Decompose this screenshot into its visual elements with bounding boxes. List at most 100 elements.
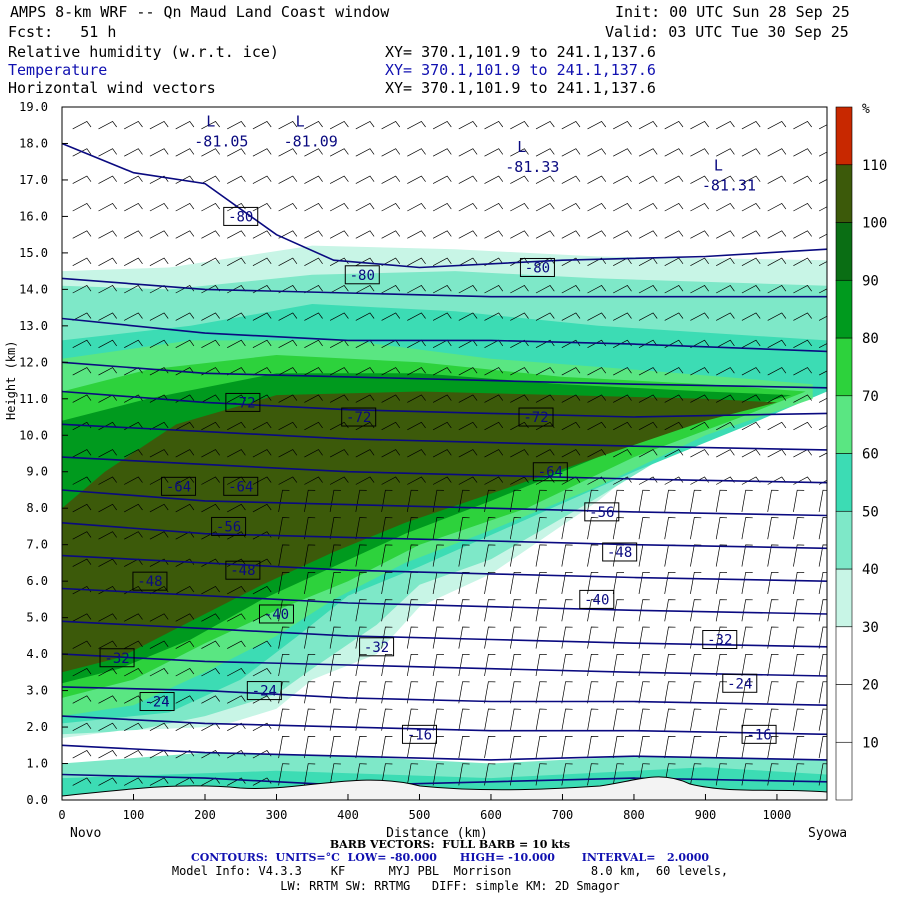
- wind-barb-415: [484, 367, 504, 376]
- wind-barb-633: [715, 544, 728, 567]
- wind-barb-321: [381, 202, 401, 212]
- wind-barb-484: [561, 517, 573, 540]
- y-tick-label-8: 8.0: [26, 501, 48, 515]
- wind-barb-5: [72, 640, 92, 649]
- wind-barb-746: [818, 206, 827, 212]
- wind-barb-501: [587, 736, 599, 759]
- wind-barb-259: [329, 517, 341, 540]
- wind-barb-546: [613, 202, 632, 212]
- temperature-contour-6: [62, 456, 827, 484]
- wind-barb-628: [715, 681, 728, 704]
- colorbar-label-0: 10: [862, 735, 879, 751]
- wind-barb-521: [587, 202, 607, 212]
- temperature-contour-11: [62, 620, 827, 648]
- temperature-contour-7: [62, 489, 827, 517]
- wind-barb-670: [741, 230, 761, 239]
- wind-barb-240: [304, 367, 323, 376]
- colorbar-segment-10: [835, 164, 853, 223]
- contour-label-16: -32: [99, 648, 135, 668]
- wind-barb-389: [458, 394, 478, 403]
- model-physics-info: LW: RRTM SW: RRTMG DIFF: simple KM: 2D S…: [280, 879, 620, 893]
- wind-barb-353: [432, 681, 444, 704]
- wind-barb-672: [741, 175, 761, 184]
- wind-barb-514: [587, 394, 607, 403]
- wind-barb-654: [741, 653, 753, 677]
- wind-barb-605: [690, 626, 702, 649]
- wind-barb-243: [304, 285, 323, 294]
- wind-barb-283: [355, 544, 367, 567]
- wind-barb-692: [767, 312, 787, 321]
- wind-barb-209: [278, 517, 290, 540]
- wind-barb-623: [690, 148, 709, 157]
- wind-barb-538: [613, 421, 632, 431]
- wind-barb-704: [793, 653, 805, 677]
- wind-barb-397: [458, 175, 478, 184]
- wind-barb-250: [329, 763, 341, 786]
- colorbar-segment-2: [835, 626, 853, 685]
- wind-barb-17: [72, 312, 92, 321]
- wind-barb-615: [690, 367, 709, 376]
- wind-barb-95: [149, 230, 169, 239]
- wind-barb-337: [407, 449, 426, 458]
- wind-barb-219: [278, 257, 298, 267]
- wind-barb-66: [124, 339, 143, 349]
- wind-barb-491: [561, 339, 581, 349]
- wind-barb-587: [664, 449, 684, 458]
- wind-barb-305: [381, 626, 393, 649]
- wind-barb-631: [715, 599, 728, 622]
- wind-barb-500: [587, 763, 599, 786]
- wind-barb-267: [329, 312, 349, 321]
- y-tick-label-4: 4.0: [26, 647, 48, 661]
- wind-barb-647: [716, 175, 735, 184]
- wind-barb-239: [304, 394, 323, 403]
- wind-barb-545: [613, 230, 632, 239]
- wind-barb-62: [124, 449, 143, 458]
- wind-barb-79: [149, 668, 169, 677]
- wind-barb-91: [149, 339, 169, 349]
- wind-barb-162: [227, 449, 246, 458]
- wind-barb-517: [587, 312, 607, 321]
- wind-barb-530: [612, 626, 625, 649]
- wind-barb-447: [510, 175, 529, 184]
- wind-barb-214: [278, 394, 298, 403]
- wind-barb-262: [329, 449, 349, 458]
- wind-barb-282: [355, 571, 367, 594]
- wind-barb-160: [227, 503, 246, 513]
- wind-barb-479: [561, 653, 573, 677]
- wind-barb-663: [741, 421, 761, 431]
- wind-barb-599: [664, 120, 684, 130]
- wind-barb-355: [432, 626, 444, 649]
- wind-barb-190: [252, 367, 272, 376]
- wind-barb-497: [561, 175, 581, 184]
- wind-barb-274: [329, 120, 349, 130]
- wind-barb-420: [484, 230, 504, 239]
- wind-barb-555: [638, 626, 650, 649]
- wind-barb-709: [793, 517, 805, 540]
- wind-barb-518: [587, 285, 607, 294]
- wind-barb-1: [72, 750, 92, 759]
- wind-barb-136: [201, 476, 220, 485]
- y-tick-label-13: 13.0: [19, 319, 48, 333]
- wind-barb-335: [406, 489, 419, 512]
- wind-barb-674: [741, 120, 761, 130]
- wind-barb-576: [664, 736, 676, 759]
- wind-barb-122: [175, 175, 195, 184]
- contour-label-11: -48: [132, 571, 168, 591]
- wind-barb-131: [201, 613, 220, 622]
- xy-line-3: XY= 370.1,101.9 to 241.1,137.6: [385, 79, 656, 97]
- wind-barb-448: [510, 148, 529, 157]
- wind-barb-614: [690, 394, 709, 403]
- wind-barb-665: [741, 367, 761, 376]
- wind-barb-714: [793, 394, 812, 403]
- y-tick-label-0: 0.0: [26, 793, 48, 807]
- wind-barb-264: [329, 394, 349, 403]
- temperature-contour-12: [62, 653, 827, 677]
- wind-barb-261: [329, 476, 349, 485]
- wind-barb-90: [149, 367, 169, 376]
- svg-text:-81.09: -81.09: [284, 133, 338, 151]
- temperature-contour-5: [62, 423, 827, 451]
- wind-barb-92: [149, 312, 169, 321]
- wind-barb-701: [793, 736, 805, 759]
- wind-barb-684: [767, 517, 779, 540]
- wind-barb-509: [587, 517, 599, 540]
